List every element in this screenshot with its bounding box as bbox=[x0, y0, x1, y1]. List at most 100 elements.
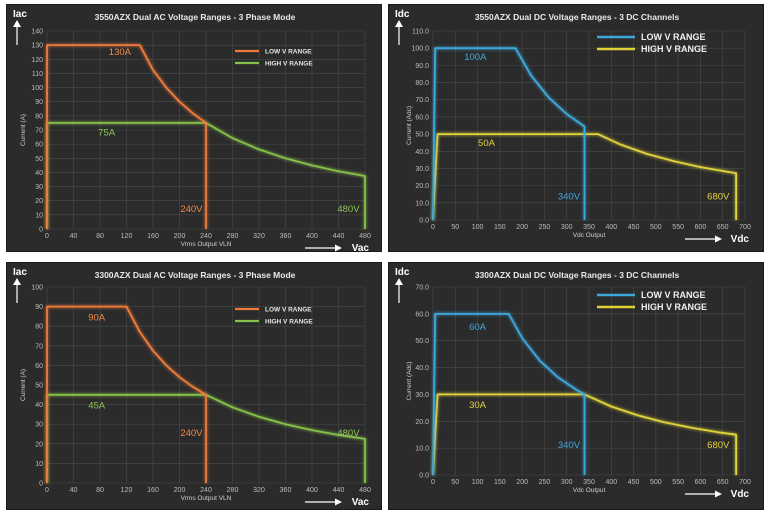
x-tick-label: 80 bbox=[96, 233, 104, 240]
x-tick-label: 550 bbox=[672, 479, 684, 486]
y-tick-label: 30.0 bbox=[415, 166, 429, 173]
y-tick-label: 100 bbox=[31, 285, 43, 292]
x-tick-label: 360 bbox=[280, 487, 292, 494]
y-tick-label: 50.0 bbox=[415, 132, 429, 139]
y-tick-label: 110.0 bbox=[412, 29, 429, 36]
chart-panel-3300azx-ac: 3300AZX Dual AC Voltage Ranges - 3 Phase… bbox=[6, 262, 382, 510]
y-tick-label: 0 bbox=[39, 227, 43, 234]
y-tick-label: 70.0 bbox=[415, 97, 429, 104]
y-tick-label: 80 bbox=[35, 113, 43, 120]
data-label: 240V bbox=[180, 428, 203, 439]
legend-entry: HIGH V RANGE bbox=[265, 60, 313, 67]
y-tick-label: 20 bbox=[35, 198, 43, 205]
x-tick-label: 480 bbox=[359, 233, 371, 240]
chart-panel-3550azx-ac: 3550AZX Dual AC Voltage Ranges - 3 Phase… bbox=[6, 4, 382, 253]
chart-svg: 3300AZX Dual AC Voltage Ranges - 3 Phase… bbox=[13, 267, 371, 508]
x-tick-label: 280 bbox=[227, 487, 239, 494]
y-axis-symbol: Idc bbox=[395, 267, 410, 278]
x-tick-label: 160 bbox=[147, 233, 159, 240]
x-tick-label: 700 bbox=[739, 479, 751, 486]
y-tick-label: 60 bbox=[35, 363, 43, 370]
x-tick-label: 50 bbox=[451, 224, 459, 231]
series-line-high-v-range bbox=[46, 122, 366, 229]
x-tick-label: 600 bbox=[695, 224, 707, 231]
x-tick-label: 200 bbox=[174, 487, 186, 494]
x-tick-label: 400 bbox=[605, 479, 617, 486]
data-label: 480V bbox=[337, 204, 360, 215]
y-tick-label: 60 bbox=[35, 142, 43, 149]
data-label: 30A bbox=[469, 400, 487, 411]
x-tick-label: 100 bbox=[472, 479, 484, 486]
series-line-low-v-range bbox=[432, 47, 586, 221]
x-tick-label: 40 bbox=[70, 233, 78, 240]
x-tick-label: 480 bbox=[359, 487, 371, 494]
chart-title: 3300AZX Dual AC Voltage Ranges - 3 Phase… bbox=[95, 270, 296, 280]
x-tick-label: 700 bbox=[739, 224, 751, 231]
y-tick-label: 140 bbox=[31, 29, 43, 36]
chart-title: 3550AZX Dual AC Voltage Ranges - 3 Phase… bbox=[95, 12, 296, 22]
x-axis-label: Vdc Output bbox=[573, 232, 606, 239]
y-axis-arrowhead bbox=[395, 278, 403, 285]
y-axis-arrowhead bbox=[13, 20, 21, 27]
y-axis-label: Current (A) bbox=[20, 114, 27, 146]
x-axis-symbol: Vdc bbox=[731, 234, 750, 245]
legend-entry: LOW V RANGE bbox=[641, 290, 706, 300]
y-axis-symbol: Idc bbox=[395, 9, 410, 20]
x-tick-label: 0 bbox=[431, 224, 435, 231]
data-label: 50A bbox=[478, 138, 496, 149]
data-label: 480V bbox=[337, 428, 360, 439]
x-tick-label: 650 bbox=[717, 479, 729, 486]
data-label: 75A bbox=[98, 128, 116, 139]
y-tick-label: 30 bbox=[35, 184, 43, 191]
x-tick-label: 0 bbox=[45, 233, 49, 240]
x-tick-label: 200 bbox=[516, 479, 528, 486]
y-tick-label: 60.0 bbox=[415, 311, 429, 318]
x-tick-label: 280 bbox=[227, 233, 239, 240]
y-tick-label: 10.0 bbox=[415, 446, 429, 453]
y-tick-label: 80.0 bbox=[415, 80, 429, 87]
y-tick-label: 20 bbox=[35, 441, 43, 448]
x-tick-label: 120 bbox=[121, 487, 133, 494]
data-label: 340V bbox=[558, 440, 581, 451]
y-tick-label: 80 bbox=[35, 324, 43, 331]
x-axis-arrowhead bbox=[335, 498, 342, 506]
y-tick-label: 90.0 bbox=[415, 63, 429, 70]
x-tick-label: 250 bbox=[539, 224, 551, 231]
y-tick-label: 90 bbox=[35, 99, 43, 106]
x-tick-label: 550 bbox=[672, 224, 684, 231]
y-axis-arrowhead bbox=[13, 278, 21, 285]
x-tick-label: 240 bbox=[200, 233, 212, 240]
y-tick-label: 70.0 bbox=[415, 285, 429, 292]
chart-title: 3300AZX Dual DC Voltage Ranges - 3 DC Ch… bbox=[475, 270, 680, 280]
x-axis-label: Vdc Output bbox=[573, 487, 606, 494]
y-tick-label: 40 bbox=[35, 170, 43, 177]
data-label: 340V bbox=[558, 191, 581, 202]
x-tick-label: 350 bbox=[583, 479, 595, 486]
series-line-high-v-range bbox=[432, 133, 737, 221]
y-axis-label: Current (A) bbox=[20, 369, 27, 401]
data-label: 100A bbox=[464, 52, 487, 63]
data-label: 45A bbox=[88, 401, 106, 412]
legend-entry: LOW V RANGE bbox=[265, 48, 312, 55]
series-line-low-v-range bbox=[46, 44, 207, 229]
x-tick-label: 200 bbox=[516, 224, 528, 231]
x-tick-label: 350 bbox=[583, 224, 595, 231]
chart-panel-3300azx-dc: 3300AZX Dual DC Voltage Ranges - 3 DC Ch… bbox=[388, 262, 764, 510]
data-label: 240V bbox=[180, 204, 203, 215]
x-tick-label: 0 bbox=[45, 487, 49, 494]
series-line-high-v-range bbox=[432, 393, 737, 476]
y-tick-label: 100.0 bbox=[411, 46, 429, 53]
x-axis-symbol: Vac bbox=[352, 497, 370, 508]
x-tick-label: 320 bbox=[253, 487, 265, 494]
x-tick-label: 150 bbox=[494, 224, 506, 231]
x-axis-label: Vrms Output VLN bbox=[181, 241, 232, 248]
x-tick-label: 320 bbox=[253, 233, 265, 240]
y-tick-label: 30.0 bbox=[415, 392, 429, 399]
y-tick-label: 100 bbox=[31, 85, 43, 92]
x-tick-label: 50 bbox=[451, 479, 459, 486]
y-tick-label: 10 bbox=[35, 461, 43, 468]
y-tick-label: 20.0 bbox=[415, 183, 429, 190]
x-axis-arrowhead bbox=[335, 244, 342, 252]
legend-entry: HIGH V RANGE bbox=[265, 318, 313, 325]
y-tick-label: 50 bbox=[35, 383, 43, 390]
